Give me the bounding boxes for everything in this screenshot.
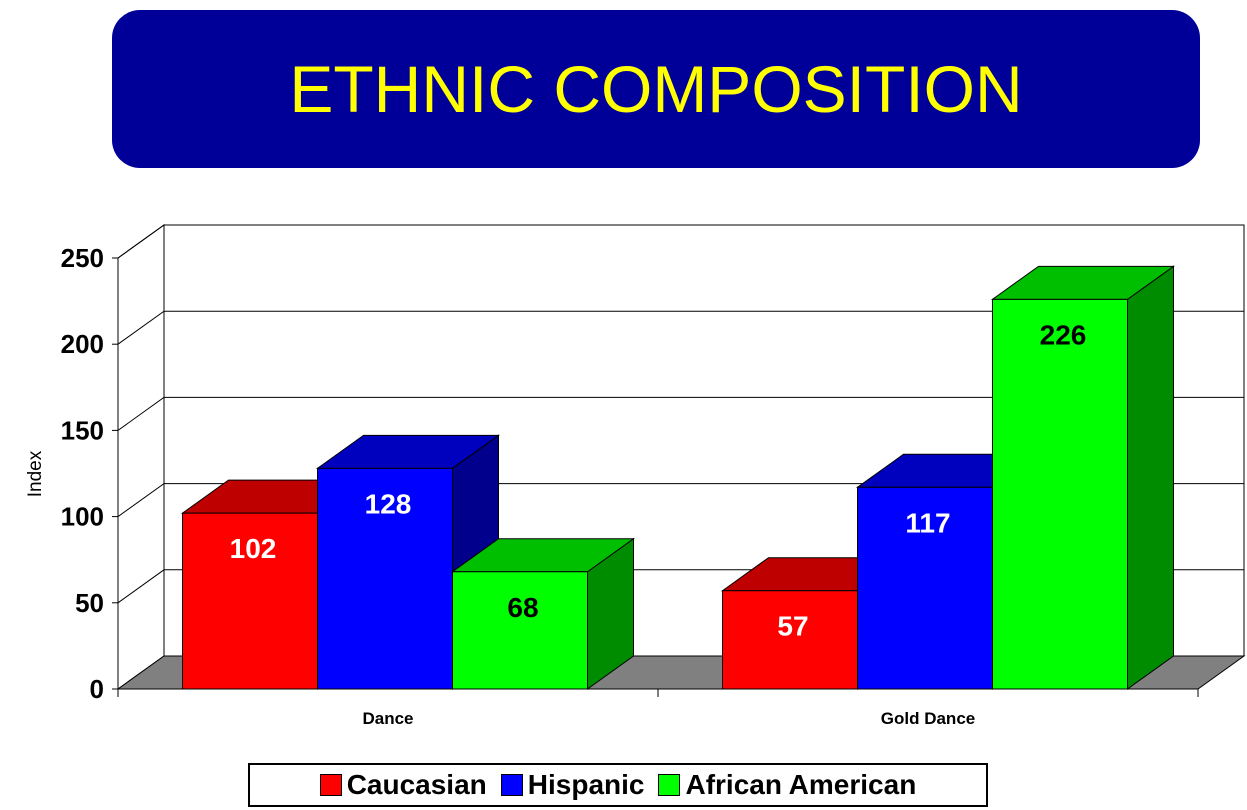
bar-caucasian-dance	[182, 512, 318, 690]
legend-swatch-african-american	[658, 774, 681, 796]
legend-label-african-american: African American	[685, 769, 917, 800]
data-label-caucasian-gold-dance: 57	[777, 611, 808, 642]
side-wall	[117, 224, 165, 690]
y-tick-label: 150	[61, 415, 104, 445]
legend-label-hispanic: Hispanic	[527, 769, 645, 800]
title-banner: ETHNIC COMPOSITION	[112, 10, 1200, 168]
data-label-hispanic-dance: 128	[365, 488, 412, 519]
data-label-african-american-dance: 68	[507, 592, 538, 623]
gridline	[117, 310, 1244, 345]
bar-side-african-american-gold-dance	[1127, 265, 1174, 690]
legend-item-caucasian: Caucasian	[319, 769, 487, 801]
y-tick-label: 200	[61, 329, 104, 359]
legend-item-african-american: African American	[658, 769, 916, 801]
data-label-hispanic-gold-dance: 117	[905, 507, 950, 538]
y-tick-label: 50	[75, 588, 104, 618]
y-tick-label: 100	[61, 502, 104, 532]
x-tick-label: Gold Dance	[881, 709, 975, 728]
bar-caucasian-gold-dance	[722, 590, 858, 690]
y-axis-label: Index	[25, 450, 46, 497]
legend-label-caucasian: Caucasian	[346, 769, 487, 800]
bar-african-american-gold-dance	[992, 298, 1128, 690]
bar-african-american-dance	[452, 571, 588, 690]
data-label-caucasian-dance: 102	[230, 533, 277, 564]
data-label-african-american-gold-dance: 226	[1040, 319, 1087, 350]
legend-swatch-caucasian	[319, 774, 342, 796]
gridline	[117, 396, 1244, 431]
bar-chart: 0 50 100 150 200 250 Index Dance Gold Dance 102 12…	[25, 224, 1246, 728]
legend: Caucasian Hispanic African American	[248, 763, 988, 807]
gridline	[117, 224, 1244, 259]
x-tick-label: Dance	[362, 709, 413, 728]
legend-swatch-hispanic	[500, 774, 523, 796]
y-tick-label: 0	[90, 674, 104, 704]
bar-hispanic-gold-dance	[857, 486, 993, 690]
legend-item-hispanic: Hispanic	[500, 769, 645, 801]
chart-title: ETHNIC COMPOSITION	[289, 52, 1023, 126]
y-tick-label: 250	[61, 243, 104, 273]
